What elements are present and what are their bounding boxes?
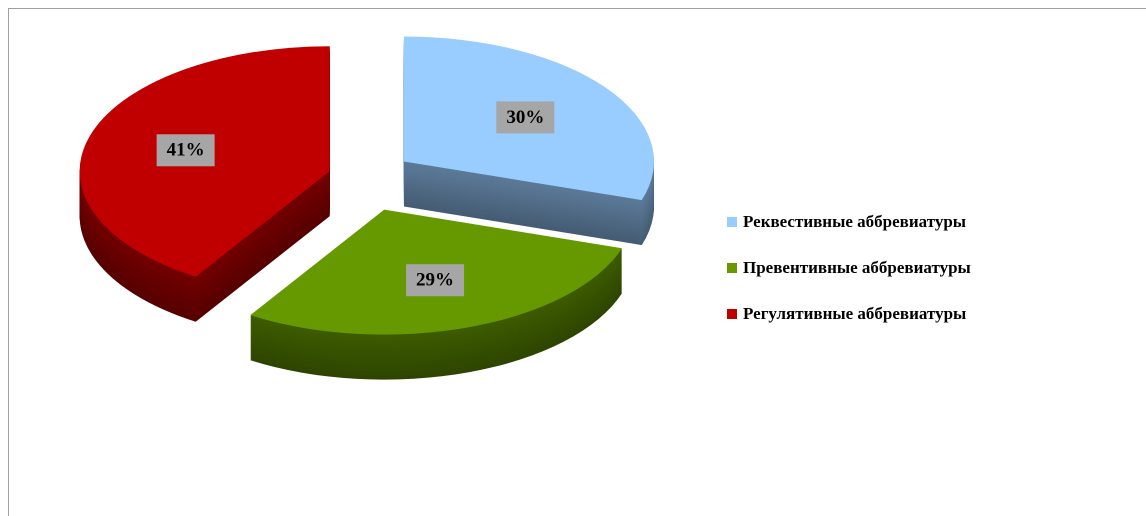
legend-swatch	[727, 309, 737, 319]
label-box	[156, 134, 215, 167]
data-label: 30%	[506, 107, 544, 128]
legend-swatch	[727, 217, 737, 227]
data-label: 29%	[416, 270, 454, 291]
data-label: 41%	[167, 140, 205, 161]
legend-label: Регулятивные аббревиатуры	[743, 304, 966, 323]
legend-swatch	[727, 263, 737, 273]
chart-frame	[8, 8, 1146, 516]
label-box	[406, 264, 465, 297]
legend-label: Превентивные аббревиатуры	[743, 258, 971, 277]
legend-label: Реквестивные аббревиатуры	[743, 212, 966, 231]
label-box	[496, 101, 555, 134]
